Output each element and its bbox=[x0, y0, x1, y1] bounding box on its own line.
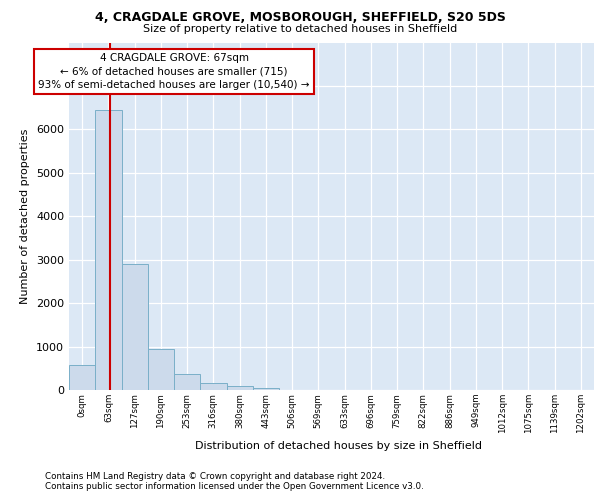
Bar bbox=[69, 365, 95, 390]
Bar bbox=[227, 386, 253, 390]
Text: Contains public sector information licensed under the Open Government Licence v3: Contains public sector information licen… bbox=[45, 482, 424, 491]
Text: 4, CRAGDALE GROVE, MOSBOROUGH, SHEFFIELD, S20 5DS: 4, CRAGDALE GROVE, MOSBOROUGH, SHEFFIELD… bbox=[95, 11, 505, 24]
Bar bbox=[95, 110, 121, 390]
Text: Size of property relative to detached houses in Sheffield: Size of property relative to detached ho… bbox=[143, 24, 457, 34]
Bar bbox=[148, 348, 174, 390]
Bar bbox=[121, 264, 148, 390]
Bar bbox=[200, 384, 227, 390]
Text: Distribution of detached houses by size in Sheffield: Distribution of detached houses by size … bbox=[196, 441, 482, 451]
Text: 4 CRAGDALE GROVE: 67sqm
← 6% of detached houses are smaller (715)
93% of semi-de: 4 CRAGDALE GROVE: 67sqm ← 6% of detached… bbox=[38, 54, 310, 90]
Bar bbox=[174, 374, 200, 390]
Bar bbox=[253, 388, 279, 390]
Y-axis label: Number of detached properties: Number of detached properties bbox=[20, 128, 31, 304]
Text: Contains HM Land Registry data © Crown copyright and database right 2024.: Contains HM Land Registry data © Crown c… bbox=[45, 472, 385, 481]
